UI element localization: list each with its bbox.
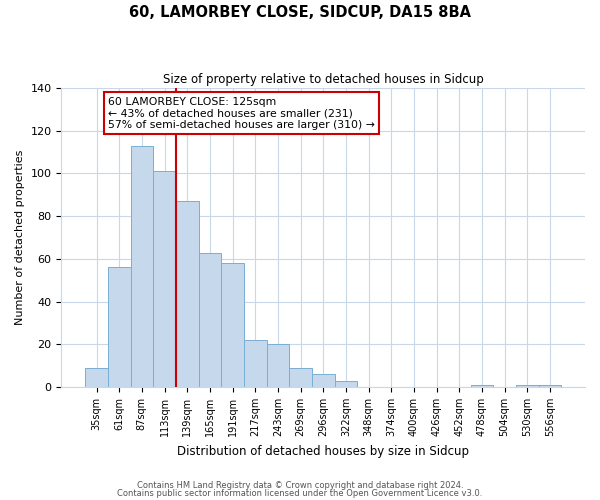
Bar: [516, 385, 539, 387]
Bar: [335, 380, 357, 387]
Text: Contains public sector information licensed under the Open Government Licence v3: Contains public sector information licen…: [118, 488, 482, 498]
Bar: [176, 202, 199, 387]
Bar: [289, 368, 312, 387]
Bar: [108, 268, 131, 387]
Text: 60, LAMORBEY CLOSE, SIDCUP, DA15 8BA: 60, LAMORBEY CLOSE, SIDCUP, DA15 8BA: [129, 5, 471, 20]
Bar: [131, 146, 153, 387]
Bar: [539, 385, 561, 387]
Bar: [199, 252, 221, 387]
Bar: [221, 263, 244, 387]
Text: 60 LAMORBEY CLOSE: 125sqm
← 43% of detached houses are smaller (231)
57% of semi: 60 LAMORBEY CLOSE: 125sqm ← 43% of detac…: [108, 96, 375, 130]
Title: Size of property relative to detached houses in Sidcup: Size of property relative to detached ho…: [163, 72, 484, 86]
Bar: [153, 172, 176, 387]
Bar: [244, 340, 266, 387]
Bar: [470, 385, 493, 387]
Bar: [85, 368, 108, 387]
Text: Contains HM Land Registry data © Crown copyright and database right 2024.: Contains HM Land Registry data © Crown c…: [137, 481, 463, 490]
Bar: [312, 374, 335, 387]
Y-axis label: Number of detached properties: Number of detached properties: [15, 150, 25, 326]
X-axis label: Distribution of detached houses by size in Sidcup: Distribution of detached houses by size …: [177, 444, 469, 458]
Bar: [266, 344, 289, 387]
